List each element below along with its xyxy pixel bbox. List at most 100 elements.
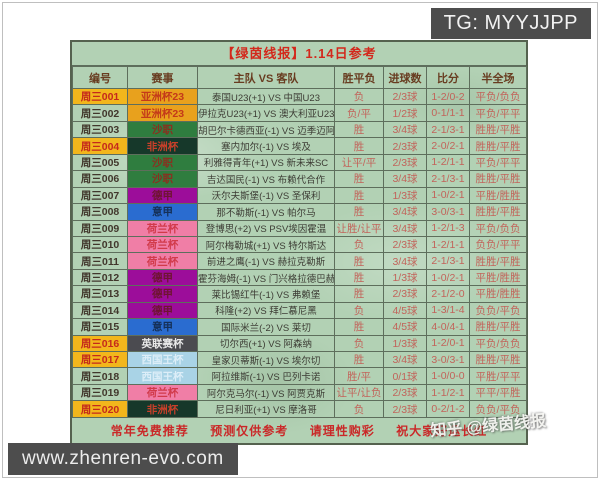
league-badge: 德甲: [127, 268, 198, 287]
match-row: 周三016 英联赛杯 切尔西(+1) VS 阿森纳负 1/3球 1-2/0-1 平负/负负: [72, 334, 527, 353]
htft-pick-cell: 平负/负负: [469, 334, 527, 353]
match-row: 周三005 沙职 利雅得青年(+1) VS 新未来SC 让平/平 2/3球 1-2/1-1…: [72, 153, 527, 172]
score-pick-cell: 1-2/1-1: [426, 235, 470, 254]
row-id-cell: 周三004: [72, 137, 128, 155]
goals-pick-cell: 2/3球: [383, 235, 427, 254]
match-teams-cell: 塞内加尔(-1) VS 埃及: [197, 137, 335, 155]
league-badge: 荷兰杯: [127, 235, 198, 254]
htft-pick-cell: 平胜/胜胜: [469, 285, 527, 303]
row-id-cell: 周三001: [72, 87, 128, 106]
league-badge: 西国王杯: [127, 350, 198, 369]
goals-pick-cell: 1/3球: [383, 334, 427, 353]
match-row: 周三008 意甲 那不勒斯(-1) VS 帕尔马胜 3/4球 3-0/3-1 胜胜/平胜: [72, 203, 527, 221]
goals-pick-cell: 4/5球: [383, 318, 427, 336]
match-row: 周三015 意甲 国际米兰(-2) VS 莱切胜 4/5球 4-0/4-1 胜胜/平胜: [72, 318, 527, 336]
score-pick-cell: 1-1/2-1: [426, 383, 470, 402]
htft-pick-cell: 平胜/胜胜: [469, 268, 527, 287]
wdl-pick-cell: 胜: [334, 268, 384, 287]
htft-pick-cell: 平负/负负: [469, 87, 527, 106]
score-pick-cell: 2-1/3-1: [426, 170, 470, 188]
score-pick-cell: 1-2/0-1: [426, 334, 470, 353]
match-teams-cell: 沃尔夫斯堡(-1) VS 圣保利: [197, 186, 335, 205]
wdl-pick-cell: 胜: [334, 350, 384, 369]
row-id-cell: 周三019: [72, 383, 128, 402]
score-pick-cell: 1-0/2-1: [426, 186, 470, 205]
wdl-pick-cell: 胜/平: [334, 367, 384, 385]
league-badge: 德甲: [127, 301, 198, 320]
league-badge: 荷兰杯: [127, 252, 198, 270]
footer-note: 请理性购彩: [309, 424, 375, 438]
score-pick-cell: 1-0/2-1: [426, 268, 470, 287]
header-row: 编号 赛事 主队 VS 客队 胜平负 进球数 比分 半全场: [72, 66, 527, 89]
htft-pick-cell: 平平/平胜: [469, 383, 527, 402]
htft-pick-cell: 平胜/平平: [469, 367, 527, 385]
htft-pick-cell: 负负/平平: [469, 235, 527, 254]
match-row: 周三007 德甲 沃尔夫斯堡(-1) VS 圣保利胜 1/3球 1-0/2-1 平胜/胜胜: [72, 186, 527, 205]
match-row: 周三006 沙职 吉达国民(-1) VS 布赖代合作胜 3/4球 2-1/3-1 胜胜/平…: [72, 170, 527, 188]
match-teams-cell: 那不勒斯(-1) VS 帕尔马: [197, 203, 335, 221]
header-cell: 主队 VS 客队: [197, 66, 335, 89]
htft-pick-cell: 负负/平负: [469, 400, 527, 418]
row-id-cell: 周三012: [72, 268, 128, 287]
goals-pick-cell: 2/3球: [383, 383, 427, 402]
footer-note: 常年免费推荐: [110, 424, 189, 438]
row-id-cell: 周三009: [72, 219, 128, 237]
match-teams-cell: 胡巴尔卡德西亚(-1) VS 迈季迈阿宽广: [197, 120, 335, 139]
goals-pick-cell: 3/4球: [383, 252, 427, 270]
goals-pick-cell: 3/4球: [383, 120, 427, 139]
score-pick-cell: 2-1/3-1: [426, 252, 470, 270]
league-badge: 沙职: [127, 170, 198, 188]
score-pick-cell: 3-0/3-1: [426, 350, 470, 369]
wdl-pick-cell: 胜: [334, 318, 384, 336]
goals-pick-cell: 3/4球: [383, 170, 427, 188]
goals-pick-cell: 1/3球: [383, 268, 427, 287]
match-row: 周三018 西国王杯 阿拉维斯(-1) VS 巴列卡诺 胜/平 0/1球 1-0/0-0 平…: [72, 367, 527, 385]
match-row: 周三011 荷兰杯 前进之鹰(-1) VS 赫拉克勒斯胜 3/4球 2-1/3-1 胜胜/…: [72, 252, 527, 270]
wdl-pick-cell: 负/平: [334, 104, 384, 122]
match-row: 周三013 德甲 莱比锡红牛(-1) VS 弗赖堡胜 2/3球 2-1/2-0 平胜/胜胜: [72, 285, 527, 303]
goals-pick-cell: 4/5球: [383, 301, 427, 320]
league-badge: 西国王杯: [127, 367, 198, 385]
footer-note: 祝大家好运长红: [396, 424, 488, 438]
goals-pick-cell: 1/3球: [383, 186, 427, 205]
wdl-pick-cell: 胜: [334, 252, 384, 270]
match-teams-cell: 阿尔克马尔(-1) VS 阿贾克斯: [197, 383, 335, 402]
match-teams-cell: 切尔西(+1) VS 阿森纳: [197, 334, 335, 353]
score-pick-cell: 4-0/4-1: [426, 318, 470, 336]
row-id-cell: 周三008: [72, 203, 128, 221]
league-badge: 荷兰杯: [127, 219, 198, 237]
match-teams-cell: 国际米兰(-2) VS 莱切: [197, 318, 335, 336]
league-badge: 德甲: [127, 285, 198, 303]
score-pick-cell: 1-3/1-4: [426, 301, 470, 320]
match-row: 周三017 西国王杯 皇家贝蒂斯(-1) VS 埃尔切胜 3/4球 3-0/3-1 胜胜/…: [72, 350, 527, 369]
wdl-pick-cell: 胜: [334, 120, 384, 139]
header-cell: 赛事: [127, 66, 198, 89]
header-cell: 半全场: [469, 66, 527, 89]
match-teams-cell: 皇家贝蒂斯(-1) VS 埃尔切: [197, 350, 335, 369]
htft-pick-cell: 胜胜/平胜: [469, 350, 527, 369]
league-badge: 英联赛杯: [127, 334, 198, 353]
goals-pick-cell: 3/4球: [383, 350, 427, 369]
wdl-pick-cell: 让平/平: [334, 153, 384, 172]
htft-pick-cell: 胜胜/平胜: [469, 203, 527, 221]
match-teams-cell: 莱比锡红牛(-1) VS 弗赖堡: [197, 285, 335, 303]
match-teams-cell: 吉达国民(-1) VS 布赖代合作: [197, 170, 335, 188]
htft-pick-cell: 负负/平负: [469, 301, 527, 320]
league-badge: 德甲: [127, 186, 198, 205]
match-teams-cell: 阿尔梅勒城(+1) VS 特尔斯达: [197, 235, 335, 254]
htft-pick-cell: 平负/负负: [469, 219, 527, 237]
league-badge: 非洲杯: [127, 137, 198, 155]
wdl-pick-cell: 负: [334, 235, 384, 254]
footer-note: 预测仅供参考: [210, 424, 289, 438]
league-badge: 非洲杯: [127, 400, 198, 418]
wdl-pick-cell: 胜: [334, 186, 384, 205]
htft-pick-cell: 平负/平平: [469, 104, 527, 122]
goals-pick-cell: 2/3球: [383, 137, 427, 155]
match-row: 周三010 荷兰杯 阿尔梅勒城(+1) VS 特尔斯达负 2/3球 1-2/1-1 负负/…: [72, 235, 527, 254]
row-id-cell: 周三014: [72, 301, 128, 320]
tips-sheet: 【绿茵线报】1.14日参考 编号 赛事 主队 VS 客队 胜平负 进球数 比分 半全场 周三…: [70, 40, 528, 445]
row-id-cell: 周三010: [72, 235, 128, 254]
wdl-pick-cell: 胜: [334, 137, 384, 155]
score-pick-cell: 1-2/1-3: [426, 219, 470, 237]
